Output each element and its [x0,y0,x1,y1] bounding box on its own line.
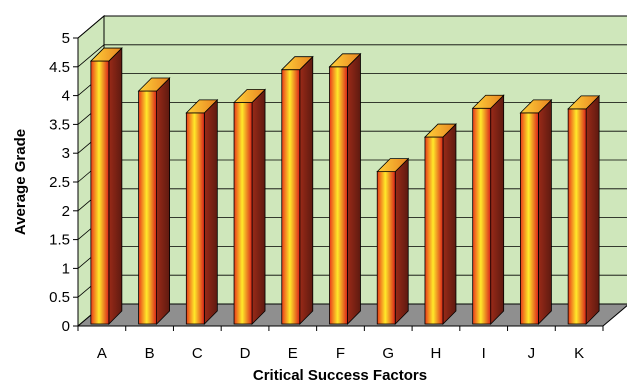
bar-top [89,47,123,62]
bar-top [376,158,410,173]
bar-top [185,99,219,114]
bar-H [423,123,457,325]
y-tick-label: 4.5 [49,59,70,76]
bar-E [280,55,314,325]
y-tick-label: 3 [62,145,70,162]
y-tick-label: 2.5 [49,174,70,191]
bar-I [471,94,505,325]
bar-side [442,123,457,325]
bar-front [567,108,587,325]
y-tick-label: 1.5 [49,232,70,249]
bar-C [185,98,219,325]
x-tick-label: B [145,345,155,362]
bar-top [423,123,457,138]
bar-side [394,157,409,325]
x-tick-label: J [528,345,536,362]
bar-front [376,171,396,325]
bar-side [538,98,552,325]
bar-side [490,94,505,325]
axes: 0 0.5 1 1.5 2 2.5 3 3.5 4 4.5 5 A B C D E F G H I J K [49,30,604,362]
bar-side [156,77,170,325]
bar-A [89,47,123,325]
bar-front [281,69,301,325]
bar-top [280,56,314,71]
bar-front [472,107,492,325]
x-tick-label: G [382,345,394,362]
bar-B [137,77,171,325]
x-tick-label: A [97,345,107,362]
bar-side [347,52,361,325]
bar-side [299,55,314,325]
bar-side [108,47,123,325]
x-tick-label: F [336,345,345,362]
bar-side [585,94,600,325]
y-tick-label: 2 [62,203,70,220]
bar-K [567,94,601,325]
bar-front [424,136,444,325]
bar-top [471,94,505,109]
y-tick-label: 0 [62,318,70,335]
bar-G [376,157,410,325]
bar-top [519,99,553,114]
bar-front [329,66,348,325]
x-tick-label: C [192,345,203,362]
bars [89,47,601,325]
x-tick-label: I [482,345,486,362]
bar-side [203,98,218,325]
bar-front [520,112,539,325]
x-tick-label: D [240,345,251,362]
x-tick-label: K [574,345,584,362]
grid-line [77,44,627,68]
y-tick-label: 1 [62,260,70,277]
bar-top [233,89,267,103]
y-tick-label: 4 [62,88,70,105]
bar-front [233,102,253,325]
bar-D [233,88,267,325]
bar-top [137,77,171,92]
grid-line [77,15,627,39]
bar-top [328,53,362,68]
bar-top [567,95,601,110]
y-axis-title: Average Grade [12,129,29,235]
x-axis-title: Critical Success Factors [253,367,427,383]
y-tick-label: 5 [62,30,70,47]
bar-front [185,112,205,325]
y-tick-label: 0.5 [49,289,70,306]
bar-front [138,90,157,325]
x-tick-label: H [431,345,442,362]
y-tick-label: 3.5 [49,116,70,133]
bar-J [519,98,553,325]
bar-front [90,60,110,325]
bar-F [328,52,362,325]
x-tick-label: E [288,345,298,362]
bar-side [251,88,266,325]
